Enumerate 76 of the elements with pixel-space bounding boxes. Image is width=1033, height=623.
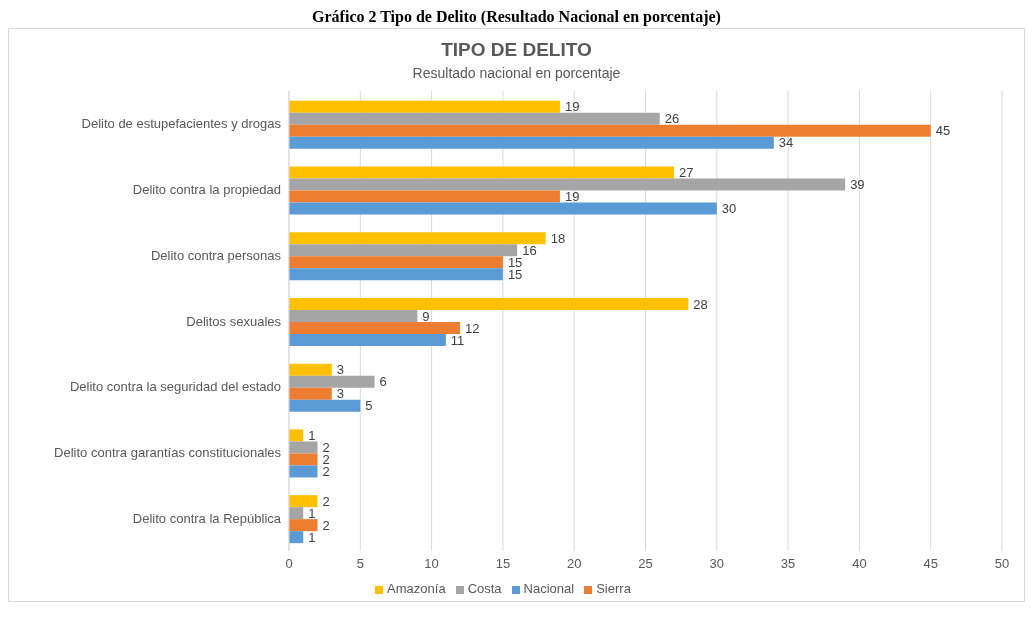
bar	[289, 387, 332, 400]
data-label: 39	[850, 177, 865, 193]
data-label: 19	[564, 189, 580, 205]
bar	[289, 112, 660, 125]
bar	[289, 531, 304, 544]
x-tick-label: 45	[923, 556, 938, 572]
x-tick-label: 30	[709, 556, 725, 572]
y-tick-label: Delito contra la República	[132, 510, 282, 526]
data-label: 5	[365, 398, 373, 414]
chart-subtitle: Resultado nacional en porcentaje	[411, 65, 622, 81]
x-tick-label: 5	[356, 556, 364, 572]
x-tick-label: 10	[424, 556, 439, 572]
bar	[289, 322, 461, 334]
data-label: 3	[336, 386, 345, 402]
bar	[289, 202, 717, 215]
chart-title: TIPO DE DELITO	[440, 39, 593, 61]
legend-label: Nacional	[523, 581, 575, 596]
bar	[289, 375, 375, 388]
bar	[289, 256, 503, 269]
data-label: 1	[308, 428, 316, 444]
x-tick-label: 20	[566, 556, 582, 572]
bar	[289, 232, 546, 245]
bar	[289, 124, 931, 137]
data-label: 6	[379, 374, 387, 390]
bar	[289, 268, 503, 281]
bar	[289, 166, 675, 179]
legend-label: Costa	[467, 581, 502, 596]
x-tick-label: 35	[780, 556, 796, 572]
bar	[289, 495, 318, 508]
data-label: 2	[322, 517, 330, 533]
bar	[289, 453, 318, 466]
x-tick-label: 25	[638, 556, 653, 572]
x-tick-label: 40	[852, 556, 867, 572]
y-tick-label: Delito contra la propiedad	[132, 182, 281, 198]
y-tick-label: Delitos sexuales	[186, 313, 282, 329]
bar	[289, 363, 332, 376]
bar	[289, 298, 689, 310]
y-tick-label: Delito contra la seguridad del estado	[69, 379, 281, 395]
bar	[289, 100, 560, 113]
bar	[289, 136, 774, 149]
y-tick-label: Delito contra personas	[150, 247, 282, 263]
y-tick-label: Delito de estupefacientes y drogas	[81, 116, 282, 132]
data-label: 16	[522, 242, 537, 258]
y-tick-label: Delito contra garantías constitucionales	[54, 445, 282, 461]
data-label: 45	[935, 123, 951, 139]
data-label: 9	[422, 308, 430, 324]
data-label: 12	[465, 320, 480, 336]
data-label: 26	[664, 111, 680, 127]
bar	[289, 507, 304, 520]
data-label: 1	[308, 529, 316, 545]
data-label: 19	[564, 99, 580, 115]
data-label: 30	[721, 201, 737, 217]
bar	[289, 334, 446, 346]
data-label: 18	[550, 230, 566, 246]
bar	[289, 441, 318, 454]
bar	[289, 519, 318, 532]
text: Gráfico 2 Tipo de Delito (Resultado Nacional en porcentaje)	[312, 8, 721, 25]
bar	[289, 429, 304, 442]
bar	[289, 244, 518, 257]
x-tick-label: 0	[285, 556, 293, 572]
bar	[289, 178, 846, 191]
bar	[289, 190, 560, 203]
data-label: 11	[450, 332, 465, 348]
data-label: 34	[778, 135, 794, 151]
bar	[289, 399, 361, 412]
x-tick-label: 50	[994, 556, 1010, 572]
data-label: 28	[693, 296, 708, 312]
data-label: 1	[308, 505, 316, 521]
data-label: 27	[679, 165, 694, 181]
x-tick-label: 15	[495, 556, 511, 572]
data-label: 3	[336, 362, 345, 378]
bar	[289, 465, 318, 478]
bar	[289, 310, 418, 322]
data-label: 2	[322, 493, 330, 509]
legend-label: Amazonía	[387, 581, 446, 596]
legend-label: Sierra	[596, 581, 631, 596]
